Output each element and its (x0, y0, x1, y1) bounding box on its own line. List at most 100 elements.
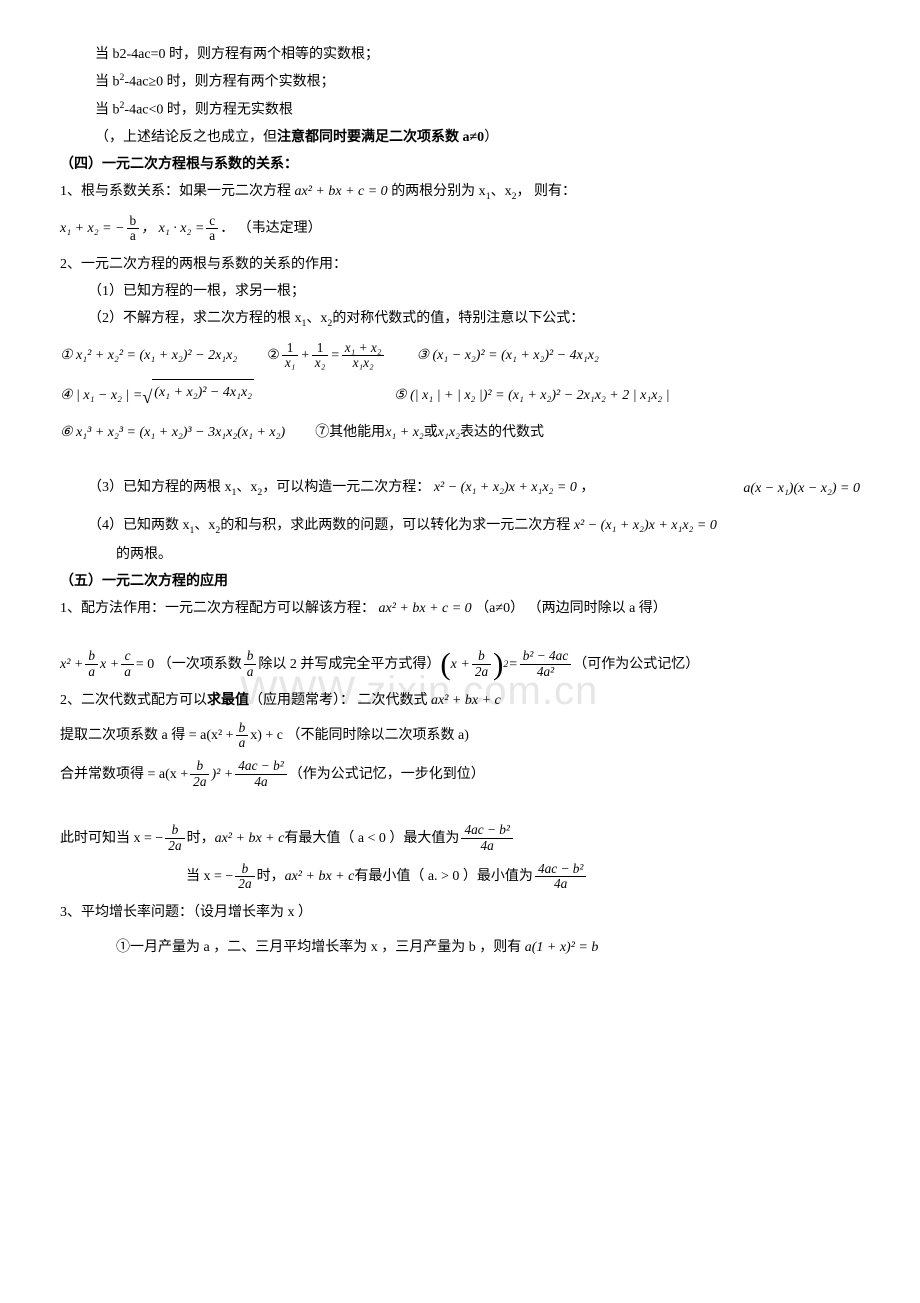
text: （4）已知两数 x (88, 518, 190, 533)
text: ， 则有： (517, 184, 577, 199)
frac: 4ac − b²4a (461, 823, 512, 853)
den: 4a (535, 877, 586, 892)
heading-section-4: （四）一元二次方程根与系数的关系： (60, 152, 860, 177)
vieta-prod: ， x₁ · x₂ = (141, 216, 204, 241)
sec4-4: （4）已知两数 x1、x2的和与积，求此两数的问题，可以转化为求一元二次方程 x… (88, 513, 860, 539)
den: 2a (165, 839, 184, 854)
mid: x + (100, 652, 119, 677)
sqrt-sign: √ (142, 381, 152, 414)
text: = 0 （一次项系数 (136, 652, 242, 677)
note-bold: 注意都同时要满足二次项系数 a≠0 (277, 130, 484, 145)
formula-4: ④ | x₁ − x₂ | = √(x₁ + x₂)² − 4x₁x₂ (60, 379, 254, 412)
vieta-label: ． （韦达定理） (220, 216, 322, 241)
frac: b2a (190, 759, 209, 789)
eq: = (508, 652, 517, 677)
den: 2a (190, 775, 209, 790)
growth-rate-eq: ①一月产量为 a ，二、三月平均增长率为 x ，三月产量为 b ，则有 a(1 … (116, 935, 860, 960)
disc-ge-zero: 当 b2-4ac≥0 时，则方程有两个实数根； (95, 69, 860, 95)
paren-l: ( (440, 652, 450, 677)
den: 4a² (520, 665, 571, 680)
sec5-2-line3: 合并常数项得 = a(x + b2a )² + 4ac − b²4a （作为公式… (60, 759, 860, 789)
num: c (206, 214, 218, 230)
num: b (235, 862, 254, 878)
heading-section-5: （五）一元二次方程的应用 (60, 569, 860, 594)
frac: ba (236, 721, 249, 751)
num: c (121, 649, 134, 665)
formula-row-2: ④ | x₁ − x₂ | = √(x₁ + x₂)² − 4x₁x₂ ⑤ (|… (60, 379, 860, 412)
den: a (85, 665, 98, 680)
text: （a≠0） （两边同时除以 a 得） (472, 601, 667, 616)
text: 表达的代数式 (460, 420, 544, 445)
eq: x₁x₂ (438, 420, 460, 445)
eq: ax² + bx + c (431, 693, 501, 708)
text: -4ac<0 时，则方程无实数根 (124, 103, 293, 118)
frac: b2a (472, 649, 491, 679)
sec4-2-heading: 2、一元二次方程的两根与系数的关系的作用： (60, 252, 860, 277)
note-line: （，上述结论反之也成立，但注意都同时要满足二次项系数 a≠0） (95, 125, 860, 150)
text: 当 b (95, 103, 120, 118)
text: 、x (491, 184, 512, 199)
text: 合并常数项得 = a(x + (60, 762, 188, 787)
frac: ba (85, 649, 98, 679)
text: ） (484, 130, 498, 145)
eq: ax² + bx + c = 0 (379, 601, 472, 616)
eq: x₁ + x₂ (385, 420, 424, 445)
sec5-2-line2: 提取二次项系数 a 得 = a(x² + ba x) + c （不能同时除以二次… (60, 721, 860, 751)
num: 4ac − b² (461, 823, 512, 839)
text: 1、配方法作用：一元二次方程配方可以解该方程： (60, 601, 379, 616)
sqrt-body: (x₁ + x₂)² − 4x₁x₂ (152, 379, 254, 405)
eq: ax² + bx + c (215, 826, 285, 851)
frac: 1x₂ (312, 341, 329, 371)
text: 有最大值（ a < 0 ）最大值为 (284, 826, 459, 851)
text: 当 x = − (186, 864, 233, 889)
num: b² − 4ac (520, 649, 571, 665)
den: a (121, 665, 134, 680)
vieta-sum: x₁ + x₂ = − (60, 216, 125, 241)
frac: ba (244, 649, 257, 679)
eq: a(1 + x)² = b (525, 940, 599, 955)
formula-row-3: ⑥ x₁³ + x₂³ = (x₁ + x₂)³ − 3x₁x₂(x₁ + x₂… (60, 420, 860, 445)
frac: b² − 4ac4a² (520, 649, 571, 679)
text: 1、根与系数关系：如果一元二次方程 (60, 184, 295, 199)
complete-square-line: x² + ba x + ca = 0 （一次项系数 ba 除以 2 并写成完全平… (60, 649, 860, 679)
text: 、x (236, 480, 257, 495)
max-value-line: 此时可知当 x = − b2a 时， ax² + bx + c 有最大值（ a … (60, 823, 860, 853)
den: a (127, 229, 140, 244)
frac-b-a: ba (127, 214, 140, 244)
text: （，上述结论反之也成立，但 (95, 130, 277, 145)
eq: x² − (x₁ + x₂)x + x₁x₂ = 0 (434, 480, 577, 495)
sqrt: √(x₁ + x₂)² − 4x₁x₂ (142, 379, 254, 412)
vieta-formula: x₁ + x₂ = − ba ， x₁ · x₂ = c a ． （韦达定理） (60, 214, 860, 244)
num: b (127, 214, 140, 230)
sec5-1: 1、配方法作用：一元二次方程配方可以解该方程： ax² + bx + c = 0… (60, 596, 860, 621)
num: b (244, 649, 257, 665)
sec4-4-tail: 的两根。 (116, 542, 860, 567)
eq: ax² + bx + c = 0 (295, 184, 388, 199)
num: b (236, 721, 249, 737)
eq: = (330, 343, 339, 368)
text: （作为公式记忆，一步化到位） (289, 762, 485, 787)
den: x₁x₂ (342, 356, 385, 371)
formula-2: ② 1x₁ + 1x₂ = x₁ + x₂x₁x₂ (267, 341, 386, 371)
text: 时， (257, 864, 285, 889)
frac: x₁ + x₂x₁x₂ (342, 341, 385, 371)
text: 提取二次项系数 a 得 = a(x² + (60, 723, 234, 748)
f4-pre: ④ | x₁ − x₂ | = (60, 383, 142, 408)
text: ，可以构造一元二次方程： (262, 480, 434, 495)
root-coef-intro: 1、根与系数关系：如果一元二次方程 ax² + bx + c = 0 的两根分别… (60, 179, 860, 205)
sec4-2-1: （1）已知方程的一根，求另一根； (88, 279, 860, 304)
formula-row-1: ① x₁² + x₂² = (x₁ + x₂)² − 2x₁x₂ ② 1x₁ +… (60, 341, 860, 371)
disc-zero: 当 b2-4ac=0 时，则方程有两个相等的实数根； (95, 42, 860, 67)
paren-r: ) (493, 652, 503, 677)
num: x₁ + x₂ (342, 341, 385, 357)
num: b (472, 649, 491, 665)
text: （3）已知方程的两根 x (88, 480, 232, 495)
growth-rate-heading: 3、平均增长率问题：（设月增长率为 x ） (60, 900, 860, 925)
num: b (190, 759, 209, 775)
text: 此时可知当 x = − (60, 826, 163, 851)
num: 1 (312, 341, 329, 357)
text: 的对称代数式的值，特别注意以下公式： (332, 311, 584, 326)
frac: 4ac − b²4a (235, 759, 286, 789)
text: 2、二次代数式配方可以 (60, 693, 207, 708)
plus: + (300, 343, 309, 368)
